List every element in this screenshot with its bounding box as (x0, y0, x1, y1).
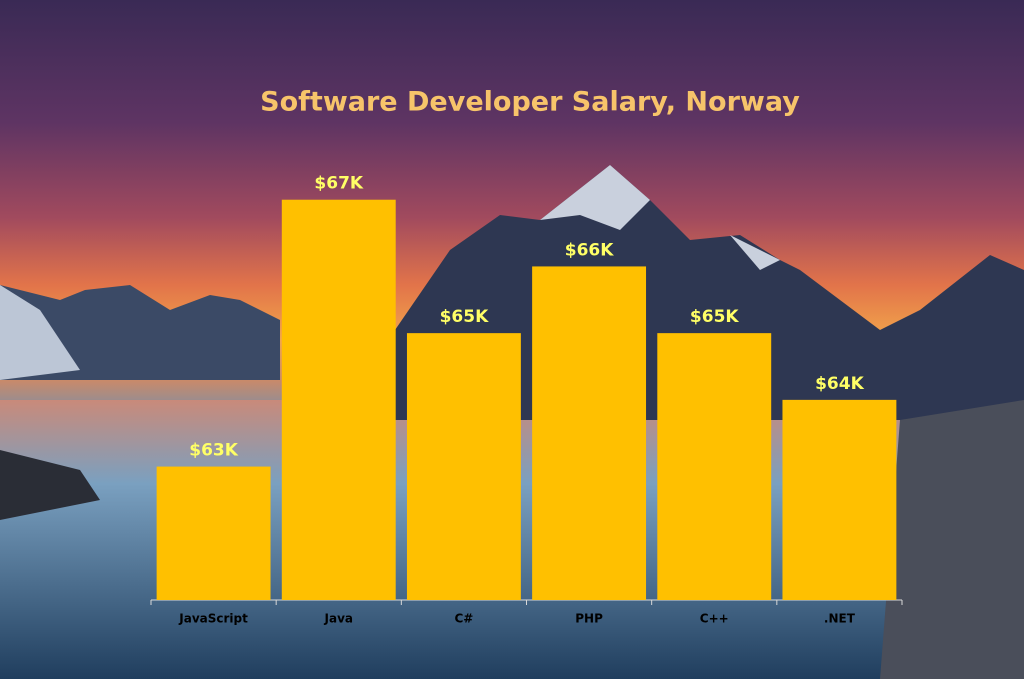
bar (406, 333, 521, 600)
x-tick-label: C# (454, 612, 473, 626)
bar (281, 199, 396, 600)
x-tick-label: PHP (575, 612, 603, 626)
value-label: $65K (440, 307, 489, 327)
value-label: $67K (314, 174, 363, 194)
value-label: $66K (565, 240, 614, 260)
x-tick-label: .NET (824, 612, 856, 626)
bar (156, 466, 271, 600)
bar (532, 266, 647, 600)
value-label: $63K (189, 441, 238, 461)
bar (782, 399, 897, 600)
x-tick-label: JavaScript (178, 612, 248, 626)
value-label: $65K (690, 307, 739, 327)
x-tick-label: Java (324, 612, 353, 626)
chart-title: Software Developer Salary, Norway (260, 87, 800, 118)
x-tick-label: C++ (700, 612, 729, 626)
value-label: $64K (815, 374, 864, 394)
bar (657, 333, 772, 600)
